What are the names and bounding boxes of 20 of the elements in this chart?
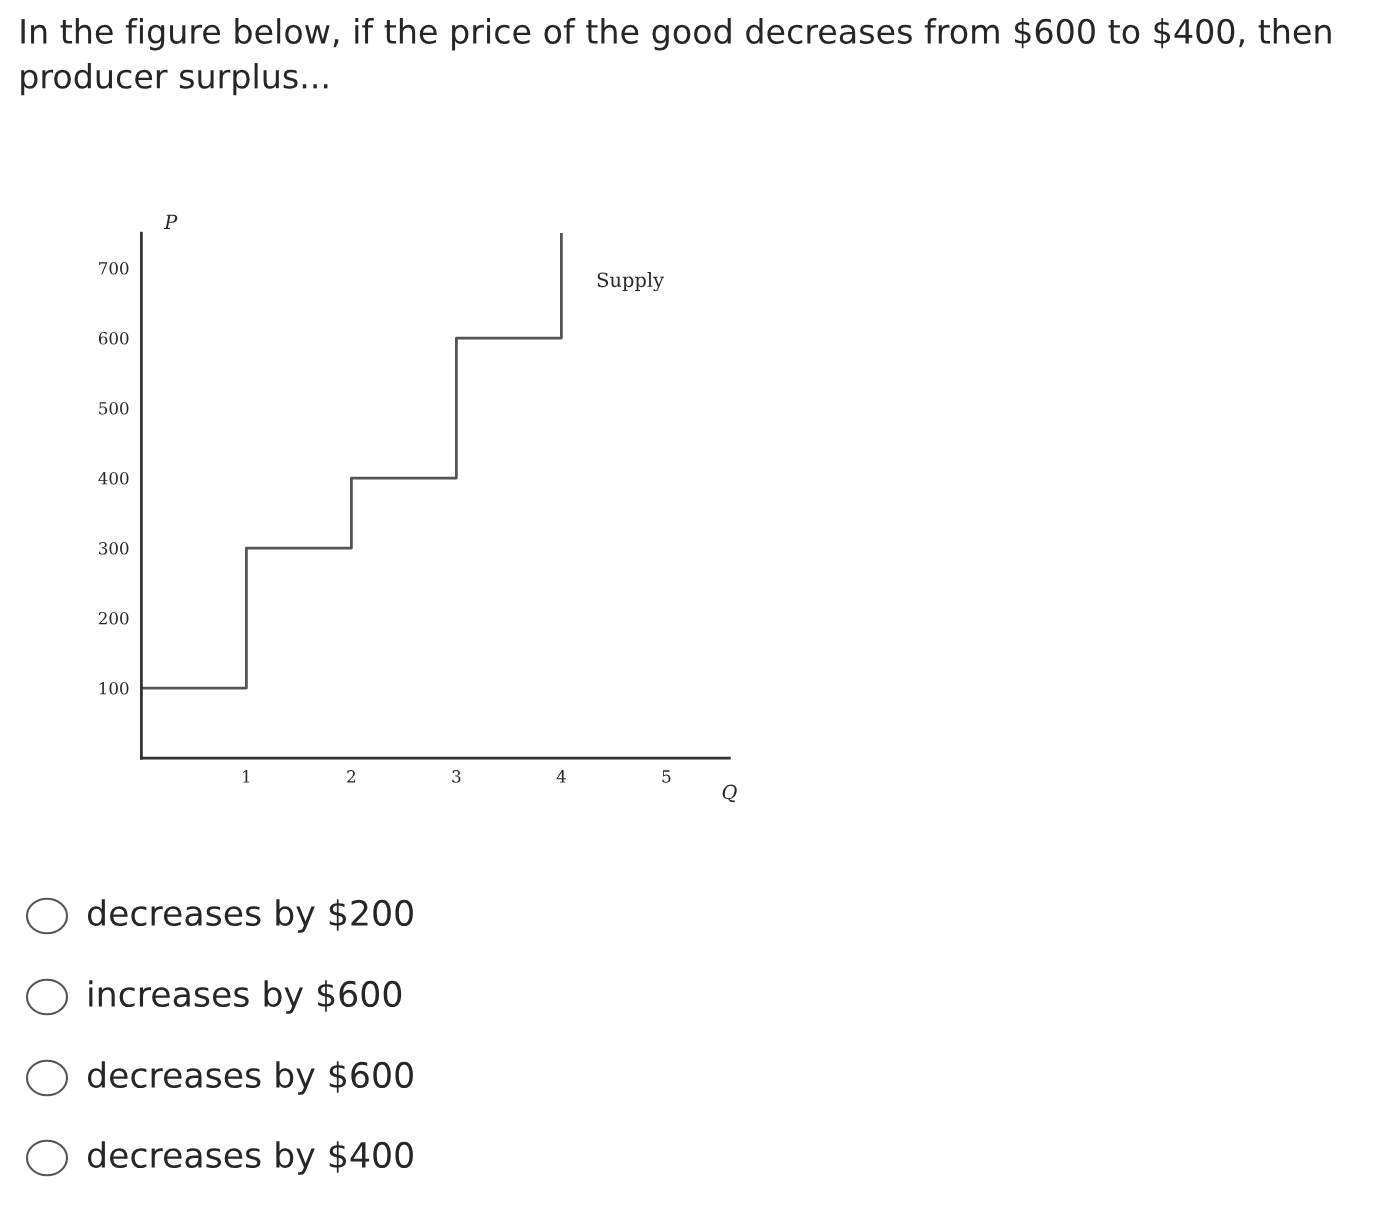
y-tick-label: 300 xyxy=(99,541,129,555)
series-label: Supply xyxy=(597,272,665,292)
text: decreases by $600 xyxy=(87,1061,413,1095)
y-tick-label: 200 xyxy=(98,611,129,625)
text: decreases by $200 xyxy=(87,899,413,933)
x-tick-label: 3 xyxy=(452,770,461,783)
text: increases by $600 xyxy=(89,980,402,1014)
y-tick-label: 500 xyxy=(99,401,129,415)
x-tick-label: 1 xyxy=(243,770,250,783)
x-tick-label: 5 xyxy=(662,770,671,783)
x-axis-title: Q xyxy=(722,784,737,803)
y-tick-label: 600 xyxy=(98,331,129,345)
x-tick-label: 2 xyxy=(347,770,356,783)
text: decreases by $400 xyxy=(87,1141,413,1175)
x-tick-label: 4 xyxy=(556,770,566,783)
y-tick-label: 400 xyxy=(98,471,129,485)
y-axis-title: P xyxy=(163,214,178,229)
chart-title: In the figure below, if the price of the good decreases from $600 to $400, then producer surplus... xyxy=(21,18,1331,96)
y-tick-label: 700 xyxy=(99,261,129,275)
y-tick-label: 100 xyxy=(99,681,129,695)
